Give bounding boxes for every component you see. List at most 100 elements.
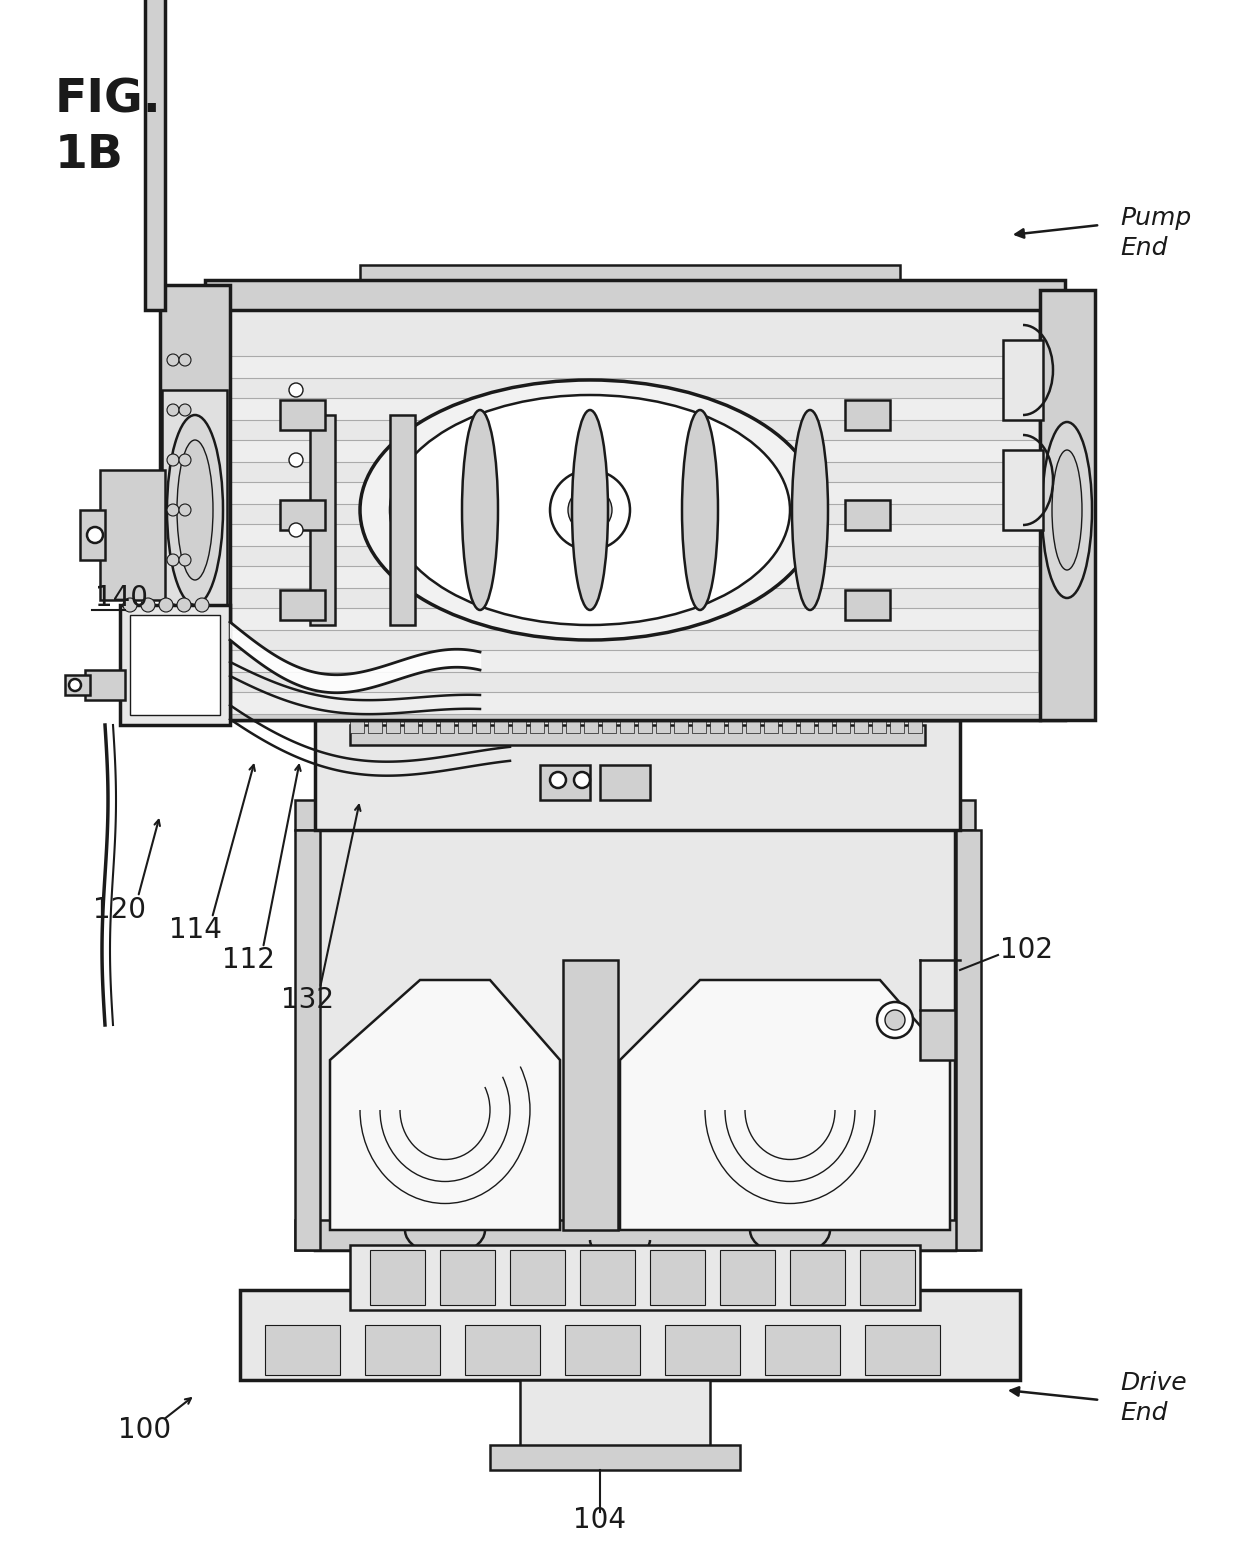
Text: 120: 120 — [93, 896, 146, 924]
Bar — [100, 470, 165, 600]
Circle shape — [289, 384, 303, 398]
Bar — [295, 830, 320, 1250]
Bar — [563, 960, 618, 1229]
Circle shape — [167, 655, 179, 666]
Circle shape — [179, 655, 191, 666]
Bar — [720, 1250, 775, 1304]
Circle shape — [167, 604, 179, 615]
Bar — [120, 604, 229, 725]
Bar — [365, 1325, 440, 1375]
Bar — [219, 650, 1040, 672]
Bar — [494, 720, 508, 733]
Bar — [368, 720, 382, 733]
Bar — [315, 821, 955, 1250]
Circle shape — [195, 598, 210, 612]
Ellipse shape — [682, 410, 718, 611]
Bar — [86, 670, 125, 700]
Text: Pump: Pump — [1120, 207, 1192, 230]
Bar — [391, 415, 415, 625]
Bar — [854, 720, 868, 733]
Circle shape — [167, 554, 179, 565]
Bar — [790, 1250, 844, 1304]
Bar — [295, 1220, 975, 1250]
Ellipse shape — [551, 470, 630, 550]
Bar — [520, 1380, 711, 1450]
Bar — [130, 615, 219, 716]
Ellipse shape — [1042, 421, 1092, 598]
Bar — [746, 720, 760, 733]
Ellipse shape — [572, 410, 608, 611]
Bar — [219, 565, 1040, 587]
Bar — [866, 1325, 940, 1375]
Circle shape — [123, 598, 136, 612]
Bar — [1003, 449, 1043, 529]
Ellipse shape — [167, 415, 223, 604]
Text: 100: 100 — [119, 1416, 171, 1444]
Bar — [360, 265, 900, 290]
Circle shape — [87, 528, 103, 543]
Polygon shape — [330, 980, 560, 1229]
Bar — [844, 500, 890, 529]
Circle shape — [179, 604, 191, 615]
Bar — [386, 720, 401, 733]
Circle shape — [141, 598, 155, 612]
Bar — [162, 390, 227, 620]
Bar — [219, 525, 1040, 547]
Bar — [64, 675, 91, 695]
Text: 112: 112 — [222, 946, 274, 974]
Text: End: End — [1120, 236, 1168, 260]
Circle shape — [574, 772, 590, 788]
Bar — [639, 720, 652, 733]
Bar — [1040, 290, 1095, 720]
Polygon shape — [620, 980, 950, 1229]
Bar — [160, 285, 229, 720]
Text: 102: 102 — [999, 936, 1053, 965]
Circle shape — [179, 504, 191, 517]
Bar — [782, 720, 796, 733]
Circle shape — [551, 772, 565, 788]
Text: 1B: 1B — [55, 133, 124, 177]
Circle shape — [167, 354, 179, 366]
Bar — [650, 1250, 706, 1304]
Bar — [565, 720, 580, 733]
Bar — [620, 720, 634, 733]
Circle shape — [289, 453, 303, 467]
Bar — [539, 766, 590, 800]
Bar — [81, 511, 105, 561]
Ellipse shape — [391, 395, 790, 625]
Bar — [205, 280, 1065, 310]
Ellipse shape — [792, 410, 828, 611]
Bar — [490, 1445, 740, 1470]
Bar — [764, 720, 777, 733]
Bar — [861, 1250, 915, 1304]
Bar — [310, 415, 335, 625]
Bar — [844, 590, 890, 620]
Ellipse shape — [177, 440, 213, 579]
Bar — [476, 720, 490, 733]
Bar — [872, 720, 887, 733]
Bar — [315, 720, 960, 830]
Text: 140: 140 — [95, 584, 148, 612]
Bar — [280, 500, 325, 529]
Bar — [404, 720, 418, 733]
Bar — [956, 830, 981, 1250]
Circle shape — [877, 1002, 913, 1038]
Bar — [601, 720, 616, 733]
Ellipse shape — [463, 410, 498, 611]
Bar — [440, 1250, 495, 1304]
Bar — [908, 720, 923, 733]
Bar — [584, 720, 598, 733]
Bar — [510, 1250, 565, 1304]
Bar — [219, 290, 1040, 720]
Bar — [920, 1010, 955, 1060]
Bar — [458, 720, 472, 733]
Bar — [440, 720, 454, 733]
Bar — [219, 440, 1040, 462]
Circle shape — [177, 598, 191, 612]
Bar — [219, 692, 1040, 714]
Bar — [145, 0, 165, 310]
Bar — [548, 720, 562, 733]
Bar — [765, 1325, 839, 1375]
Bar — [219, 398, 1040, 420]
Text: 132: 132 — [281, 987, 335, 1015]
